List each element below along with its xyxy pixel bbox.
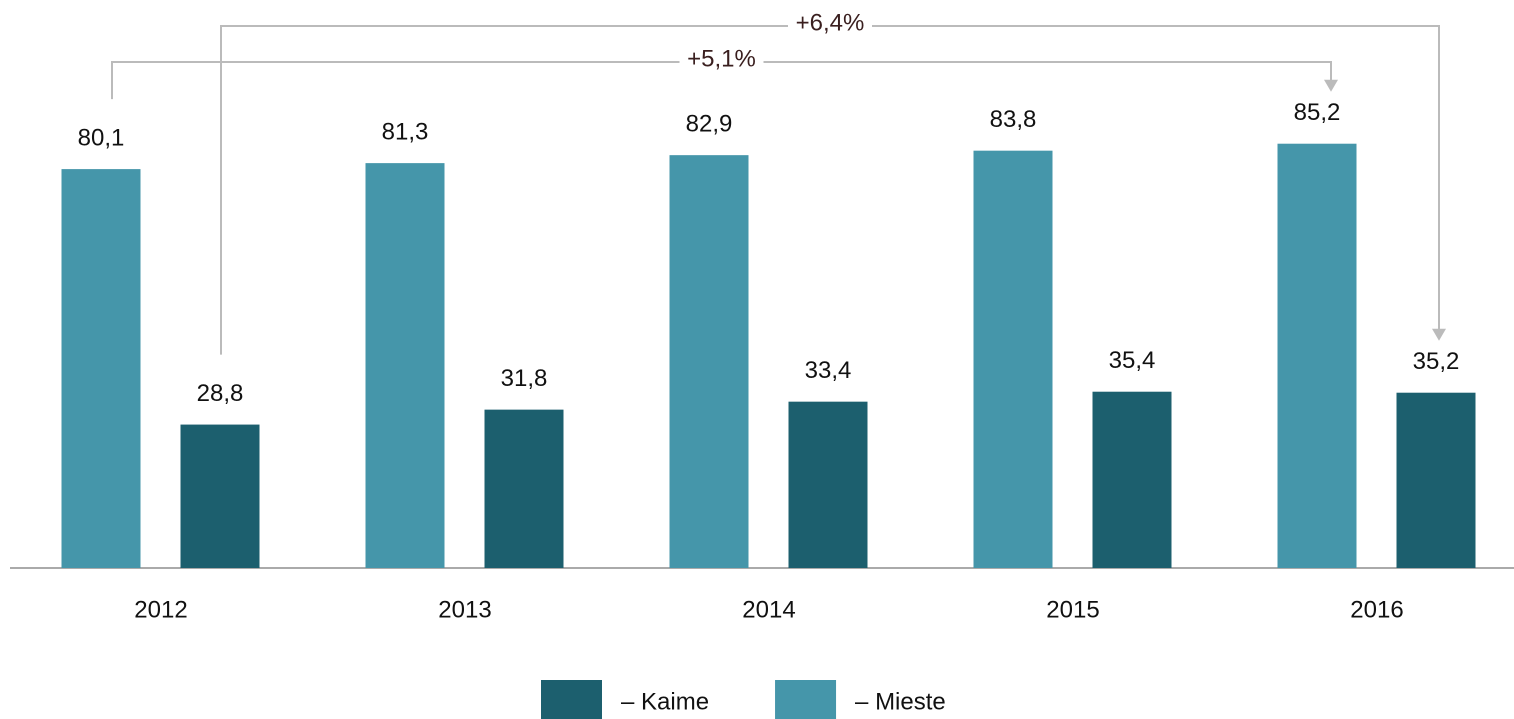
value-label: 28,8 xyxy=(197,380,244,407)
legend-swatch xyxy=(775,680,837,719)
value-label: 83,8 xyxy=(990,106,1037,133)
bar xyxy=(61,169,141,569)
x-tick-label: 2013 xyxy=(438,596,491,623)
bar xyxy=(1396,392,1476,568)
value-label: 80,1 xyxy=(78,124,125,151)
annotation-bg xyxy=(679,48,764,76)
bar xyxy=(1277,143,1357,569)
legend-swatch xyxy=(541,680,602,719)
legend-label: – Mieste xyxy=(855,688,946,715)
bar xyxy=(484,409,564,568)
annotation-bg xyxy=(788,12,872,40)
annotation: +6,4% xyxy=(796,9,865,36)
x-tick-label: 2012 xyxy=(134,596,187,623)
bar xyxy=(180,424,260,568)
value-label: 82,9 xyxy=(686,111,733,138)
value-label: 81,3 xyxy=(382,118,429,145)
legend-label: – Kaime xyxy=(621,688,709,715)
x-tick-label: 2016 xyxy=(1350,596,1403,623)
annotation-arrow xyxy=(1432,328,1446,341)
annotation-arrow xyxy=(1324,79,1338,92)
bar xyxy=(1092,391,1172,568)
x-tick-label: 2015 xyxy=(1046,596,1099,623)
bar xyxy=(973,150,1053,568)
value-label: 33,4 xyxy=(805,357,852,384)
value-label: 35,4 xyxy=(1109,347,1156,374)
value-label: 31,8 xyxy=(501,365,548,392)
annotation: +5,1% xyxy=(687,45,756,72)
bar xyxy=(365,163,445,568)
value-label: 35,2 xyxy=(1413,348,1460,375)
bar xyxy=(669,155,749,568)
value-label: 85,2 xyxy=(1294,99,1341,126)
bar xyxy=(788,401,868,568)
x-tick-label: 2014 xyxy=(742,596,795,623)
